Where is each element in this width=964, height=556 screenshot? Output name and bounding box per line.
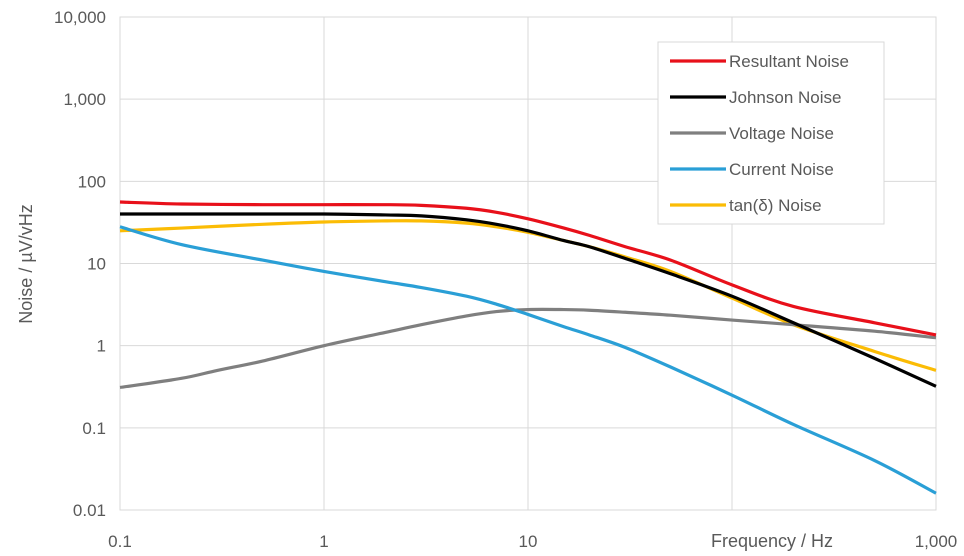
plot-area-border <box>119 16 937 511</box>
y-axis-title: Noise / µV/vHz <box>16 204 36 323</box>
legend-label: tan(δ) Noise <box>729 196 822 215</box>
series-lines <box>119 200 937 495</box>
legend-label: Current Noise <box>729 160 834 179</box>
legend: Resultant Noise Johnson Noise Voltage Nois… <box>657 41 885 225</box>
legend-label: Johnson Noise <box>729 88 841 107</box>
legend-label: Voltage Noise <box>729 124 834 143</box>
y-tick-label: 10,000 <box>54 8 106 27</box>
y-tick-label: 1 <box>97 337 106 356</box>
x-tick-label: 1,000 <box>915 532 958 551</box>
series-line-resultant-noise <box>119 200 937 337</box>
y-tick-label: 100 <box>78 172 106 191</box>
x-tick-label: 10 <box>519 532 538 551</box>
legend-label: Resultant Noise <box>729 52 849 71</box>
y-tick-label: 0.1 <box>82 419 106 438</box>
x-tick-label: 0.1 <box>108 532 132 551</box>
x-tick-label: 1 <box>319 532 328 551</box>
y-tick-label: 10 <box>87 255 106 274</box>
series-line-johnson-noise <box>120 212 937 388</box>
series-line-current-noise <box>119 225 937 495</box>
y-tick-label: 1,000 <box>63 90 106 109</box>
x-axis-title: Frequency / Hz <box>711 531 833 551</box>
y-tick-label: 0.01 <box>73 501 106 520</box>
